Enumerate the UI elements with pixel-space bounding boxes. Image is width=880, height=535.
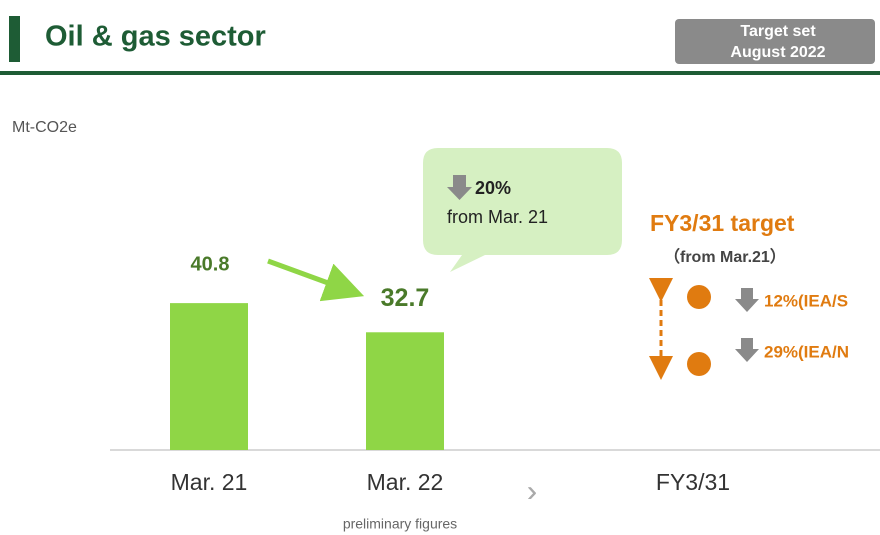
trend-arrow [267, 258, 365, 302]
bar [170, 303, 248, 450]
bar [366, 332, 444, 450]
x-tick-label: FY3/31 [656, 469, 730, 495]
callout-box [423, 148, 622, 272]
value-label: 32.7 [381, 284, 430, 312]
badge-line: August 2022 [730, 44, 825, 61]
chevrons: ››› [528, 487, 536, 499]
target-dot [687, 285, 711, 309]
value-label: 40.8 [191, 253, 230, 275]
target-subtitle: （from Mar.21） [664, 248, 786, 266]
unit-label: Mt-CO2e [12, 119, 77, 136]
badge [675, 19, 875, 64]
target-item: 12%(IEA/S [764, 291, 848, 310]
page-title: Oil & gas sector [45, 21, 266, 53]
down-icon [735, 338, 759, 362]
down-icon [735, 288, 759, 312]
target-title: FY3/31 target [650, 210, 795, 236]
title-accent [9, 16, 20, 62]
callout-change: 20% [475, 178, 511, 198]
target-dot [687, 352, 711, 376]
note: preliminary figures [343, 516, 457, 532]
header-rule [0, 71, 880, 75]
down-icon [447, 175, 472, 200]
x-tick-label: Mar. 22 [367, 469, 444, 495]
callout-text: from Mar. 21 [447, 207, 548, 227]
target-item: 29%(IEA/N [764, 342, 849, 361]
badge-line: Target set [740, 23, 816, 40]
x-tick-label: Mar. 21 [171, 469, 248, 495]
